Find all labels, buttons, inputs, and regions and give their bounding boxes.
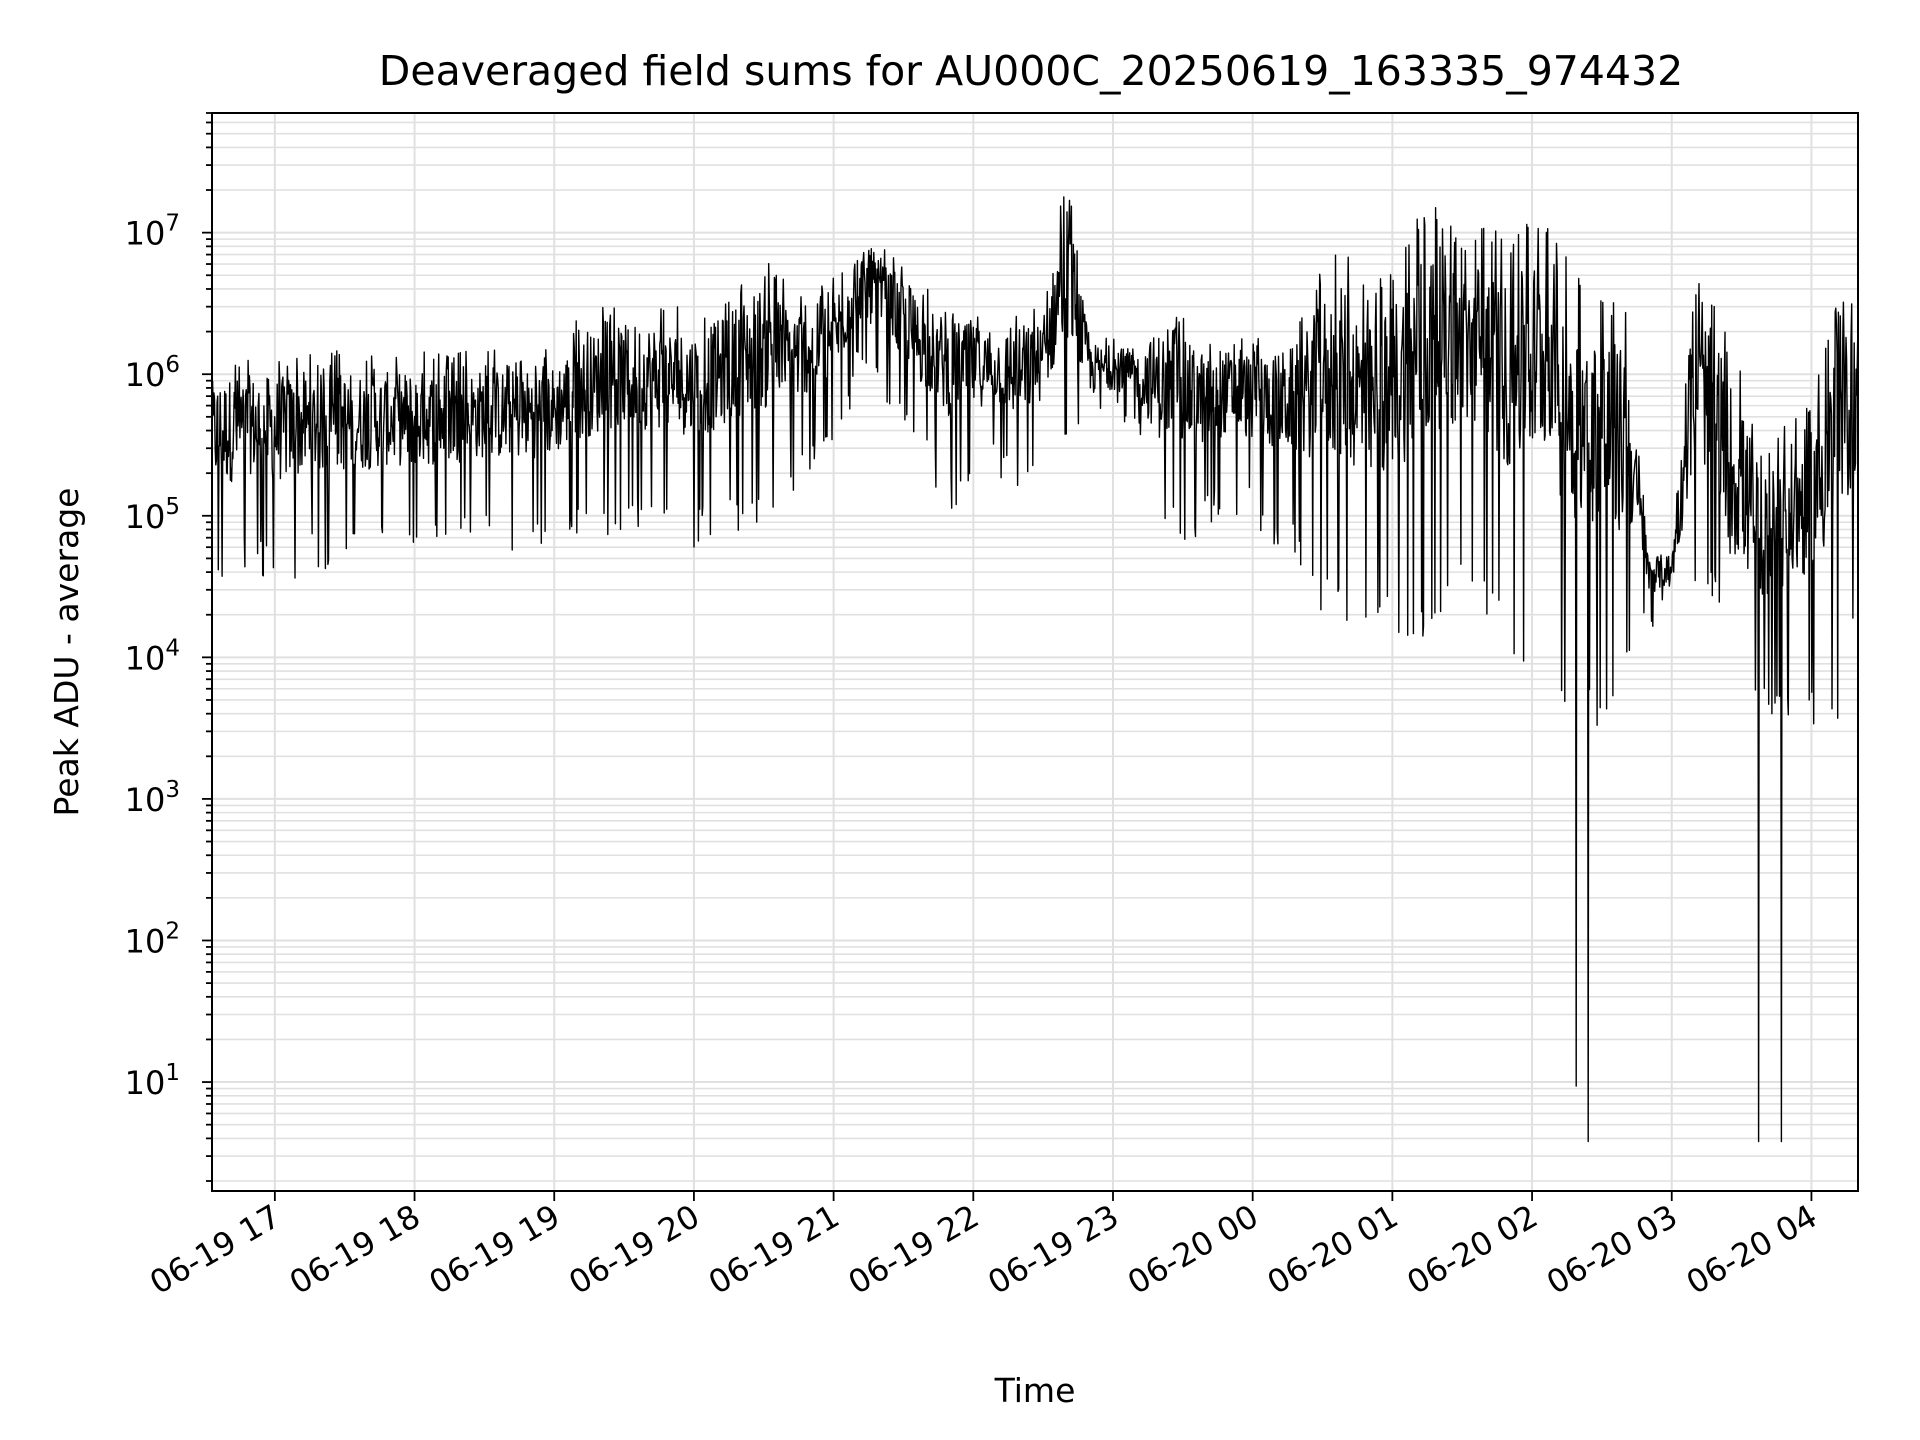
y-tick-label: 107: [125, 211, 180, 253]
x-axis-title: Time: [994, 1371, 1076, 1410]
y-tick-label: 103: [125, 777, 180, 819]
chart-title: Deaveraged field sums for AU000C_2025061…: [379, 47, 1683, 95]
y-tick-label: 104: [125, 635, 180, 677]
y-axis-title: Peak ADU - average: [47, 488, 86, 817]
y-tick-label: 106: [125, 352, 180, 394]
data-series: [211, 196, 1859, 1143]
y-tick-label: 105: [125, 494, 180, 536]
y-tick-label: 101: [125, 1060, 180, 1102]
plot-frame: [211, 112, 1859, 1192]
series-line: [211, 196, 1859, 1143]
y-tick-label: 102: [125, 918, 180, 960]
